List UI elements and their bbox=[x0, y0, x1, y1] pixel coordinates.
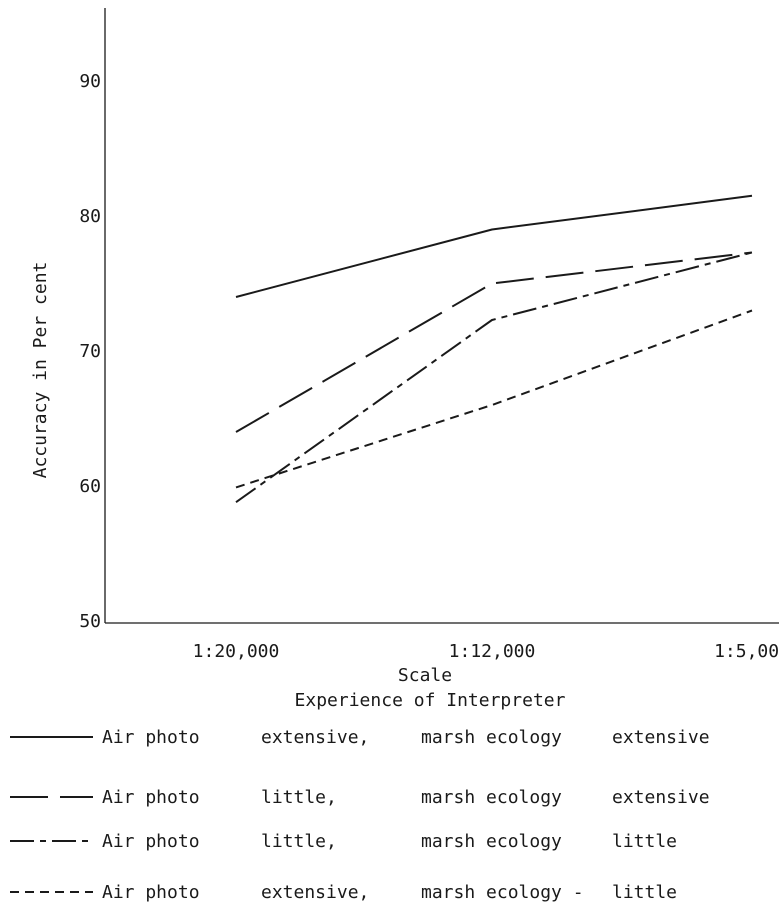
legend-ecology-experience: little bbox=[612, 831, 677, 852]
y-tick-label: 90 bbox=[79, 71, 101, 92]
legend-row: Air photo little, marsh ecology little bbox=[10, 831, 677, 852]
x-tick-label: 1:20,000 bbox=[193, 641, 280, 662]
y-tick-labels: 50 60 70 80 90 bbox=[79, 71, 101, 632]
series-line-solid bbox=[235, 194, 753, 298]
legend-label: Air photo bbox=[102, 882, 200, 903]
plot-area: 50 60 70 80 90 1:20,000 1:12,000 1:5,000 bbox=[79, 8, 779, 662]
legend-label: Air photo bbox=[102, 831, 200, 852]
y-tick-label: 70 bbox=[79, 341, 101, 362]
series-line-dash-dot bbox=[235, 251, 753, 504]
legend-row: Air photo extensive, marsh ecology - little bbox=[10, 882, 677, 903]
x-tick-label: 1:12,000 bbox=[449, 641, 536, 662]
legend-row: Air photo extensive, marsh ecology extensiv… bbox=[10, 727, 710, 748]
series-line-short-dash bbox=[235, 309, 753, 489]
legend-ecology-label: marsh ecology bbox=[421, 831, 562, 852]
series-line-long-dash bbox=[235, 251, 753, 433]
x-axis-title: Scale bbox=[398, 665, 452, 686]
legend-ecology-label: marsh ecology - bbox=[421, 882, 584, 903]
y-tick-label: 50 bbox=[79, 611, 101, 632]
legend-label: Air photo bbox=[102, 727, 200, 748]
legend-row: Air photo little, marsh ecology extensive bbox=[10, 787, 710, 808]
y-axis-title: Accuracy in Per cent bbox=[30, 262, 51, 479]
legend-label: Air photo bbox=[102, 787, 200, 808]
legend: Air photo extensive, marsh ecology extensiv… bbox=[10, 727, 710, 903]
legend-title: Experience of Interpreter bbox=[295, 690, 566, 711]
series-lines bbox=[235, 194, 753, 504]
legend-photo-experience: little, bbox=[261, 831, 337, 852]
legend-photo-experience: extensive, bbox=[261, 882, 369, 903]
legend-photo-experience: extensive, bbox=[261, 727, 369, 748]
x-tick-label: 1:5,000 bbox=[714, 641, 779, 662]
legend-ecology-experience: extensive bbox=[612, 787, 710, 808]
y-tick-label: 60 bbox=[79, 476, 101, 497]
x-tick-labels: 1:20,000 1:12,000 1:5,000 bbox=[193, 641, 779, 662]
legend-ecology-label: marsh ecology bbox=[421, 727, 562, 748]
legend-ecology-experience: little bbox=[612, 882, 677, 903]
legend-photo-experience: little, bbox=[261, 787, 337, 808]
legend-ecology-label: marsh ecology bbox=[421, 787, 562, 808]
legend-ecology-experience: extensive bbox=[612, 727, 710, 748]
y-tick-label: 80 bbox=[79, 206, 101, 227]
